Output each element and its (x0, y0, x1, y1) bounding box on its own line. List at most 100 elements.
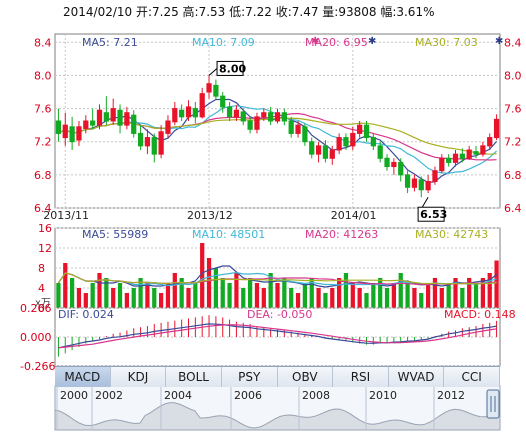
volume-bar (295, 293, 301, 308)
price-ytick-right: 8.4 (504, 36, 522, 49)
candle-down (90, 120, 96, 126)
legend-item: MA10: 7.09 (192, 36, 255, 49)
volume-bar (289, 288, 294, 308)
candle-up (452, 153, 459, 163)
candle-down (398, 161, 404, 176)
candle-down (459, 153, 465, 159)
candle-down (192, 108, 198, 118)
volume-bar (473, 283, 479, 308)
volume-bar (330, 288, 335, 308)
candle-down (55, 120, 62, 134)
candle-up (206, 83, 212, 93)
volume-bar (138, 278, 143, 308)
volume-bar (56, 283, 61, 308)
candle-up (295, 124, 301, 134)
volume-bar (186, 288, 191, 308)
candle-down (446, 157, 452, 163)
candle-up (62, 124, 68, 139)
tab-cci[interactable]: CCI (444, 367, 500, 387)
volume-bar (357, 288, 362, 308)
price-xtick: 2013/12 (187, 209, 233, 222)
macd-legend-item: DEA: -0.050 (247, 308, 312, 321)
candle-down (404, 174, 411, 188)
candle-down (343, 137, 349, 147)
price-ytick-right: 6.4 (504, 202, 522, 215)
candle-up (329, 149, 335, 159)
candle-down (268, 112, 274, 122)
legend-item: MA5: 55989 (82, 228, 148, 241)
macd-ytick: 0.266 (20, 302, 52, 315)
tab-kdj[interactable]: KDJ (110, 367, 167, 387)
candle-up (124, 112, 130, 126)
marker-star-icon: ✱ (311, 36, 319, 47)
volume-ytick: 8 (38, 262, 45, 275)
candle-down (322, 145, 329, 159)
candle-up (185, 106, 192, 118)
tab-wvad[interactable]: WVAD (388, 367, 445, 387)
overview-handle[interactable] (486, 389, 500, 419)
candle-down (473, 151, 479, 155)
price-ytick-left: 6.4 (34, 202, 52, 215)
legend-item: MA20: 41263 (305, 228, 378, 241)
candle-up (466, 149, 472, 159)
volume-bar (282, 278, 287, 308)
candle-down (384, 157, 390, 168)
candle-up (439, 157, 445, 172)
candle-down (240, 111, 246, 122)
legend-item: MA30: 7.03 (415, 36, 478, 49)
candle-up (233, 109, 240, 118)
tab-obv[interactable]: OBV (277, 367, 334, 387)
candle-up (425, 180, 431, 191)
volume-bar (172, 273, 177, 308)
dea-line (58, 324, 497, 349)
volume-bar (254, 283, 260, 308)
candle-up (158, 131, 164, 155)
indicator-tabs: MACD KDJ BOLL PSY OBV RSI WVAD CCI (55, 366, 500, 387)
volume-bar (200, 243, 205, 308)
volume-ytick: 4 (38, 282, 45, 295)
candle-up (432, 170, 438, 182)
candle-down (363, 124, 370, 139)
tab-rsi[interactable]: RSI (333, 367, 389, 387)
volume-unit-label: x万 (35, 298, 51, 309)
tab-psy[interactable]: PSY (221, 367, 278, 387)
volume-bar (467, 278, 472, 308)
volume-bar (316, 288, 321, 308)
volume-bar (494, 260, 499, 308)
volume-bar (117, 283, 123, 308)
overview-year: 2000 (60, 389, 88, 402)
overview-year: 2006 (234, 389, 262, 402)
price-ytick-left: 8.4 (34, 36, 52, 49)
legend-item: MA30: 42743 (415, 228, 488, 241)
volume-bar (412, 288, 417, 308)
volume-bar (213, 268, 219, 308)
candle-down (302, 126, 308, 143)
volume-bar (165, 283, 171, 308)
volume-bar (247, 278, 253, 308)
tab-macd[interactable]: MACD (55, 367, 111, 387)
volume-ma30-line (57, 272, 497, 285)
dif-line (58, 323, 497, 349)
volume-bar (111, 288, 116, 308)
candle-up (411, 178, 418, 188)
candle-down (131, 114, 137, 134)
volume-bar (193, 283, 198, 308)
volume-bar (90, 283, 95, 308)
price-ytick-right: 8.0 (504, 69, 522, 82)
volume-bar (302, 283, 308, 308)
volume-bar (131, 288, 136, 308)
volume-bar (124, 293, 130, 308)
candle-up (199, 93, 205, 118)
candle-down (418, 179, 424, 191)
volume-bar (398, 273, 403, 308)
candle-down (103, 112, 109, 122)
annotation-leader (208, 68, 218, 76)
volume-bar (446, 283, 451, 308)
price-ytick-left: 7.2 (34, 136, 52, 149)
volume-bar (145, 283, 150, 308)
volume-bar (152, 288, 157, 308)
candle-up (274, 112, 281, 122)
candle-down (220, 95, 226, 108)
tab-boll[interactable]: BOLL (166, 367, 222, 387)
candle-up (493, 118, 500, 139)
